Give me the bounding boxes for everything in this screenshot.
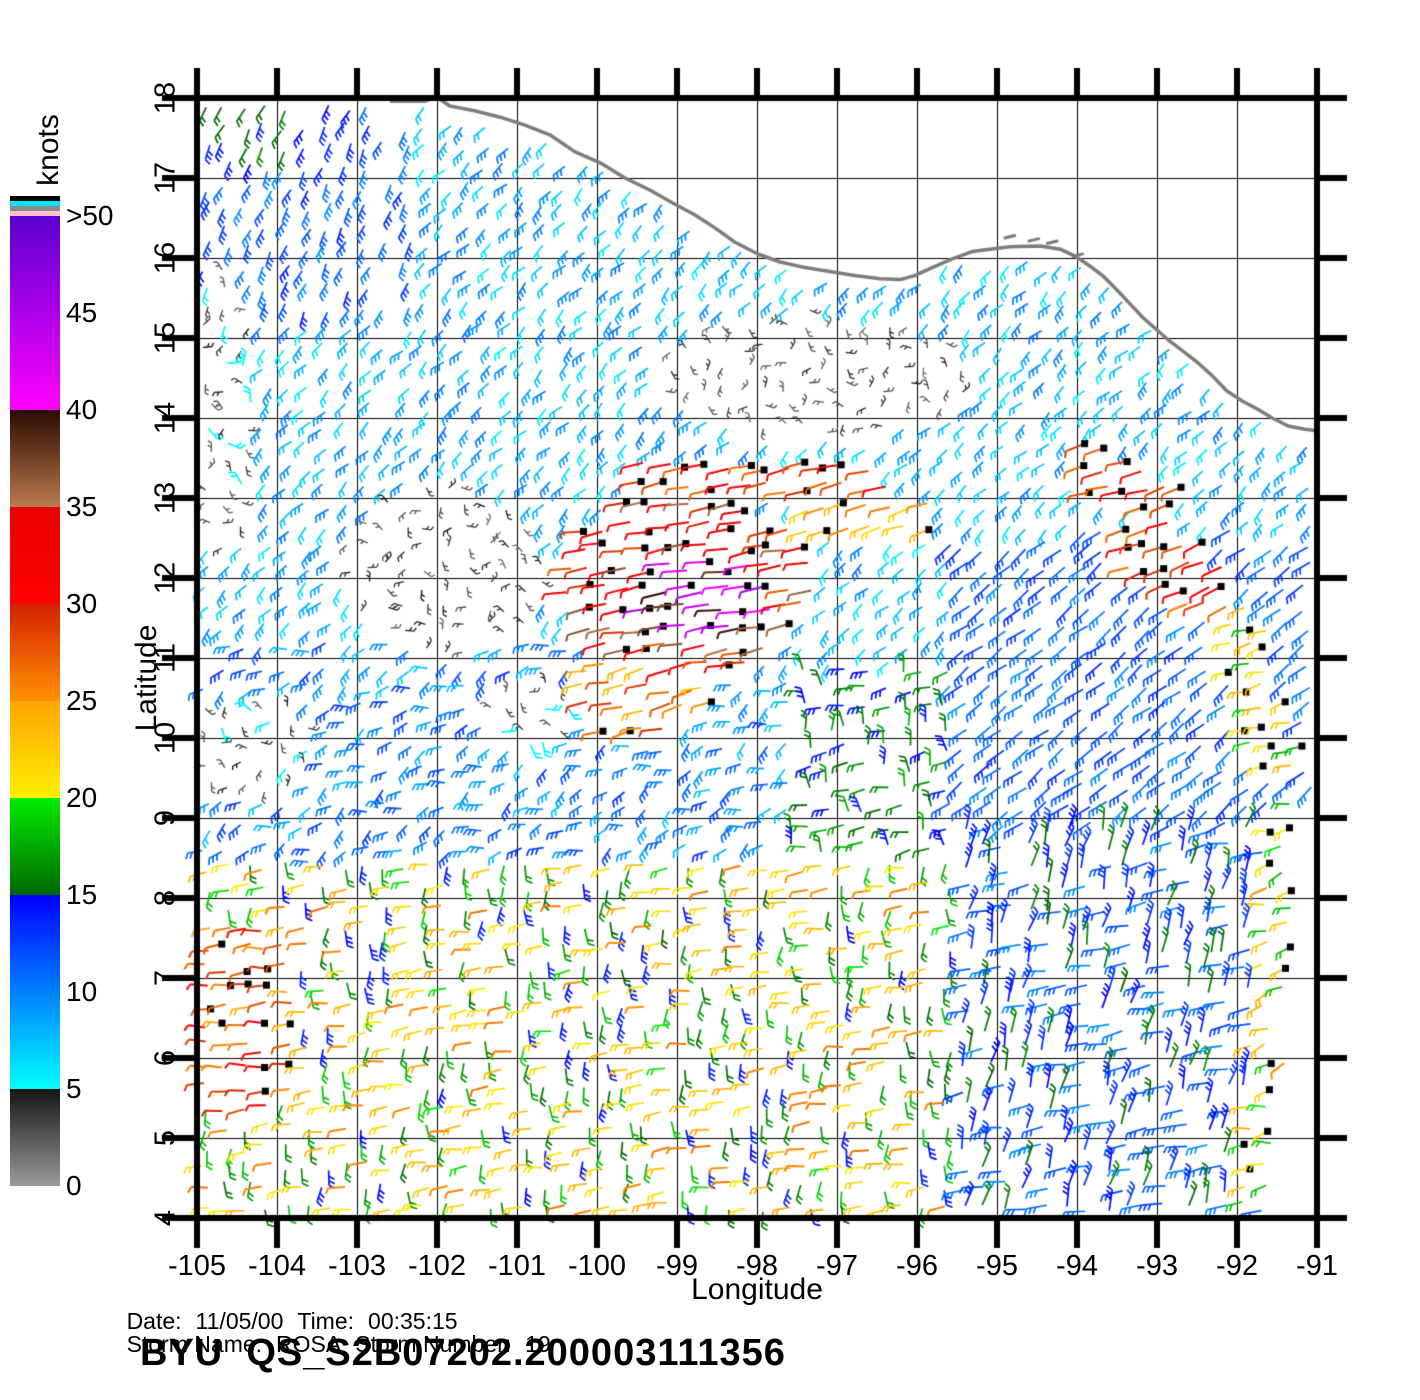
colorbar-top-stripe: [10, 196, 60, 201]
x-tick-label: -96: [896, 1250, 938, 1282]
colorbar-segment-20-25: [10, 701, 60, 798]
y-tick-label: 18: [149, 81, 182, 115]
colorbar-segment-25-30: [10, 604, 60, 701]
colorbar-segment-15-20: [10, 798, 60, 895]
colorbar-tick-label: 30: [66, 588, 98, 619]
colorbar-tick-label: 0: [66, 1170, 82, 1201]
y-tick-label: 13: [149, 481, 182, 515]
colorbar-tick-label: 5: [66, 1073, 82, 1104]
colorbar-top-stripe: [10, 206, 60, 211]
y-axis-title: Latitude: [130, 624, 163, 732]
colorbar-segment-5-15: [10, 895, 60, 1089]
storm-name-label: Storm Name:: [126, 1331, 263, 1357]
date-time-line: Date: 11/05/00 Time: 00:35:15: [101, 1281, 472, 1362]
colorbar-tick-label: 45: [66, 297, 98, 328]
y-tick-label: 11: [149, 642, 182, 674]
storm-name-value: ROSA: [276, 1331, 342, 1357]
colorbar-tick-label: 20: [66, 782, 98, 813]
x-tick-label: -105: [167, 1250, 227, 1282]
colorbar-segment-40-50: [10, 216, 60, 410]
colorbar-segment-30-35: [10, 507, 60, 604]
x-tick-label: -94: [1056, 1250, 1098, 1282]
y-tick-label: 17: [149, 161, 182, 195]
colorbar-top-stripe: [10, 201, 60, 206]
storm-number-label: Storm Number:: [355, 1331, 512, 1357]
y-tick-label: 8: [149, 889, 182, 907]
colorbar-segment-35-40: [10, 410, 60, 507]
y-tick-label: 6: [149, 1049, 182, 1067]
colorbar-tick-label: 10: [66, 976, 98, 1007]
colorbar-tick-label: 40: [66, 394, 98, 425]
storm-info-line: Storm Name: ROSA Storm Number: 19: [101, 1304, 565, 1385]
colorbar-title: knots: [32, 114, 65, 186]
y-tick-label: 14: [149, 401, 182, 435]
y-tick-label: 10: [149, 721, 182, 755]
storm-number-value: 19: [525, 1331, 551, 1357]
x-tick-label: -99: [656, 1250, 698, 1282]
colorbar-top-stripe: [10, 211, 60, 216]
colorbar-tick-label: 35: [66, 491, 98, 522]
colorbar-tick-label: 25: [66, 685, 98, 716]
x-axis-title: Longitude: [691, 1273, 823, 1306]
x-tick-label: -91: [1296, 1250, 1338, 1282]
colorbar-tick-label: >50: [66, 200, 114, 231]
plot-title: BYU QS_S2B07202.200003111356: [140, 1332, 786, 1374]
x-tick-label: -104: [247, 1250, 307, 1282]
y-tick-label: 16: [149, 241, 182, 275]
x-tick-label: -103: [327, 1250, 387, 1282]
x-tick-label: -100: [567, 1250, 627, 1282]
x-tick-label: -101: [487, 1250, 547, 1282]
colorbar-tick-label: 15: [66, 879, 98, 910]
y-tick-label: 12: [149, 561, 182, 595]
y-tick-label: 4: [149, 1209, 182, 1227]
colorbar-segment-0-5: [10, 1089, 60, 1186]
date-label: Date:: [126, 1308, 182, 1334]
y-tick-label: 7: [149, 969, 182, 987]
x-tick-label: -97: [816, 1250, 858, 1282]
y-tick-label: 15: [149, 321, 182, 355]
y-tick-label: 5: [149, 1129, 182, 1147]
x-tick-label: -93: [1136, 1250, 1178, 1282]
colorbar: [10, 196, 60, 1186]
x-tick-label: -92: [1216, 1250, 1258, 1282]
x-tick-label: -95: [976, 1250, 1018, 1282]
date-value: 11/05/00: [195, 1308, 284, 1334]
time-label: Time:: [297, 1308, 355, 1334]
x-tick-label: -102: [407, 1250, 467, 1282]
x-tick-label: -98: [736, 1250, 778, 1282]
y-tick-label: 9: [149, 809, 182, 827]
time-value: 00:35:15: [368, 1308, 458, 1334]
